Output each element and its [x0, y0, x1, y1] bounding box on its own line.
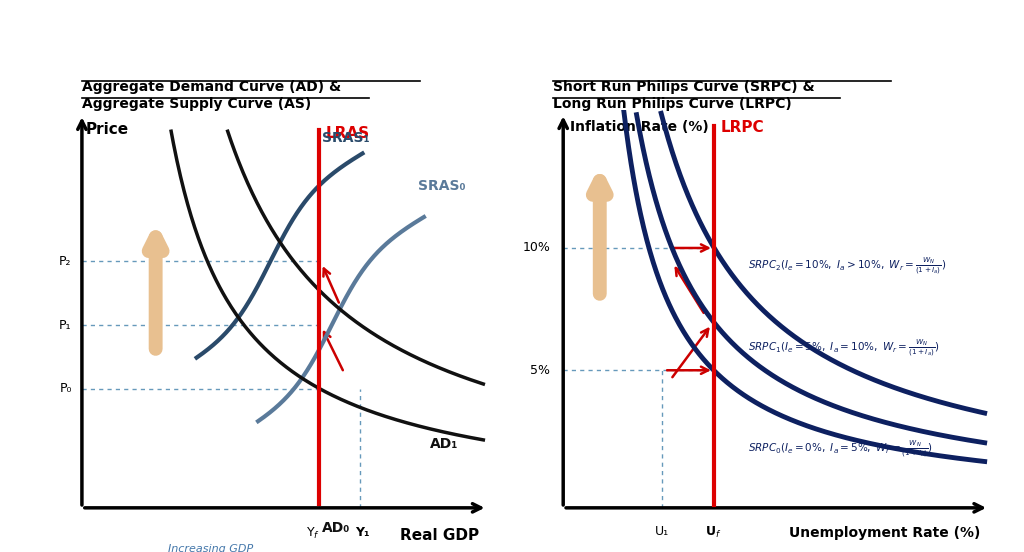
Text: Y₁: Y₁ — [355, 526, 370, 539]
Text: SRAS₀: SRAS₀ — [418, 179, 465, 193]
Text: Monetarist View of AD-AS and Phillips Curve: Monetarist View of AD-AS and Phillips Cu… — [164, 23, 860, 51]
Text: AD₀: AD₀ — [322, 521, 350, 535]
Text: LRAS: LRAS — [326, 126, 370, 141]
Text: 5%: 5% — [530, 364, 550, 377]
Text: Aggregate Supply Curve (AS): Aggregate Supply Curve (AS) — [82, 97, 311, 110]
Text: Short Run Philips Curve (SRPC) &: Short Run Philips Curve (SRPC) & — [553, 80, 814, 94]
Text: Price: Price — [86, 123, 129, 137]
Text: 10%: 10% — [522, 241, 550, 254]
Text: Unemployment Rate (%): Unemployment Rate (%) — [790, 526, 980, 540]
Text: Y$_f$: Y$_f$ — [306, 526, 321, 541]
Text: Inflation Rate (%): Inflation Rate (%) — [569, 120, 709, 134]
Text: P₂: P₂ — [59, 255, 72, 268]
Text: $SRPC_1(I_e=5\%,\ I_a=10\%,\ W_r=\frac{W_N}{(1+I_a)})$: $SRPC_1(I_e=5\%,\ I_a=10\%,\ W_r=\frac{W… — [749, 338, 940, 359]
Text: U$_f$: U$_f$ — [706, 524, 722, 540]
Text: Aggregate Demand Curve (AD) &: Aggregate Demand Curve (AD) & — [82, 80, 341, 94]
Text: $SRPC_0(I_e=0\%,\ I_a=5\%,\ W_r=\frac{W_N}{(1+I_a)})$: $SRPC_0(I_e=0\%,\ I_a=5\%,\ W_r=\frac{W_… — [749, 439, 933, 460]
Text: AD₁: AD₁ — [430, 437, 459, 451]
Text: P₁: P₁ — [59, 319, 72, 332]
Text: SRAS₁: SRAS₁ — [322, 131, 370, 145]
Text: U₁: U₁ — [655, 524, 669, 538]
Text: Increasing GDP: Increasing GDP — [168, 544, 253, 552]
Text: Long Run Philips Curve (LRPC): Long Run Philips Curve (LRPC) — [553, 97, 792, 110]
Text: Real GDP: Real GDP — [400, 528, 479, 543]
Text: P₀: P₀ — [59, 382, 72, 395]
Text: $SRPC_2(I_e=10\%,\ I_a>10\%,\ W_r=\frac{W_N}{(1+I_a)})$: $SRPC_2(I_e=10\%,\ I_a>10\%,\ W_r=\frac{… — [749, 256, 946, 277]
Text: LRPC: LRPC — [720, 120, 764, 135]
